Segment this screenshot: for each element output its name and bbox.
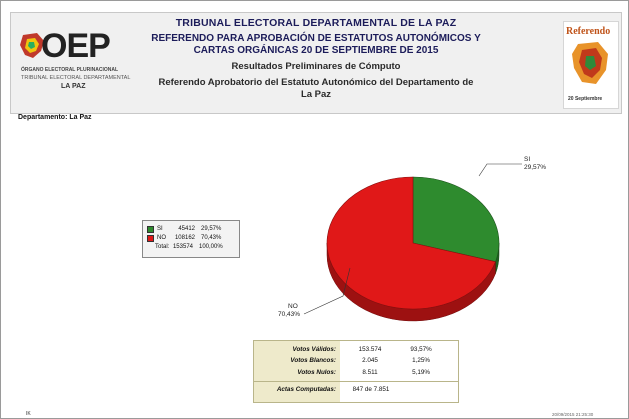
summary-separator (253, 381, 459, 382)
statute-title-2: La Paz (300, 89, 332, 100)
oep-logo-department: LA PAZ (61, 83, 86, 90)
oep-logo-text: OEP (41, 27, 111, 65)
summary-pct: 5,19% (412, 369, 430, 376)
pie-slice-si (412, 176, 500, 263)
chart-legend: SI 45412 29,57% NO 108162 70,43% Total: … (142, 220, 240, 258)
tribunal-title: TRIBUNAL ELECTORAL DEPARTAMENTAL DE LA P… (175, 17, 457, 29)
slice-label-no-name: NO (288, 303, 298, 310)
bolivia-map-icon (20, 33, 44, 58)
legend-votes: 45412 (178, 226, 195, 232)
legend-total-label: Total: (155, 244, 170, 250)
oep-logo-subtitle: ÓRGANO ELECTORAL PLURINACIONAL (21, 67, 119, 73)
oep-logo: OEP ÓRGANO ELECTORAL PLURINACIONAL TRIBU… (17, 27, 132, 97)
legend-name: NO (157, 235, 166, 241)
actas-value: 847 de 7.851 (352, 386, 390, 393)
referendo-logo-date: 20 Septiembre (568, 96, 603, 102)
referendum-title-1: REFERENDO PARA APROBACIÓN DE ESTATUTOS A… (151, 33, 481, 44)
slice-label-si-name: SI (524, 156, 531, 163)
summary-value: 8.511 (362, 369, 378, 376)
summary-values-panel (340, 340, 459, 403)
report-titles: TRIBUNAL ELECTORAL DEPARTAMENTAL DE LA P… (141, 13, 491, 101)
actas-label: Actas Computadas: (276, 386, 336, 393)
report-header: OEP ÓRGANO ELECTORAL PLURINACIONAL TRIBU… (10, 12, 622, 114)
legend-row-si: SI 45412 29,57% (147, 225, 221, 233)
referendum-title-2: CARTAS ORGÁNICAS 20 DE SEPTIEMBRE DE 201… (193, 45, 439, 56)
summary-value: 2.045 (362, 357, 378, 364)
referendo-map-icon (572, 42, 608, 84)
legend-pct: 70,43% (201, 235, 222, 241)
legend-total-votes: 153574 (172, 244, 193, 250)
summary-table: Votos Válidos: 153.574 93,57% Votos Blan… (252, 340, 628, 402)
department-label: Departamento: La Paz (18, 114, 92, 121)
summary-label: Votos Blancos: (290, 357, 336, 364)
slice-label-no-pct: 70,43% (278, 311, 301, 318)
legend-row-no: NO 108162 70,43% (147, 234, 221, 242)
summary-value: 153.574 (358, 346, 382, 353)
summary-row-blancos: Votos Blancos: 2.045 1,25% (252, 357, 622, 368)
results-subtitle: Resultados Preliminares de Cómputo (231, 61, 401, 72)
footer-user: IK (26, 411, 31, 417)
referendo-logo: Referendo 20 Septiembre (563, 21, 619, 109)
summary-pct: 1,25% (412, 357, 430, 364)
summary-label: Votos Nulos: (297, 369, 336, 376)
summary-row-validos: Votos Válidos: 153.574 93,57% (252, 346, 622, 357)
legend-total-pct: 100,00% (199, 244, 223, 250)
leader-line-no (303, 267, 351, 315)
legend-votes: 108162 (174, 235, 195, 241)
slice-label-si-pct: 29,57% (524, 164, 547, 171)
summary-row-nulos: Votos Nulos: 8.511 5,19% (252, 369, 622, 380)
oep-logo-tribunal: TRIBUNAL ELECTORAL DEPARTAMENTAL (21, 75, 131, 81)
legend-pct: 29,57% (201, 226, 222, 232)
referendo-logo-word: Referendo (566, 26, 611, 37)
summary-label: Votos Válidos: (292, 346, 336, 353)
leader-line-si (478, 163, 522, 177)
legend-row-total: Total: 153574 100,00% (147, 243, 223, 251)
pie-slice-no (326, 176, 496, 310)
summary-row-actas: Actas Computadas: 847 de 7.851 (252, 386, 622, 397)
statute-title-1: Referendo Aprobatorio del Estatuto Auton… (158, 77, 474, 88)
legend-swatch-no (147, 234, 154, 242)
slice-label-si: SI 29,57% (524, 156, 546, 172)
footer-timestamp: 20/09/2015 21:25:30 (552, 412, 594, 417)
summary-pct: 93,57% (410, 346, 432, 353)
legend-swatch-si (147, 225, 154, 233)
legend-name: SI (157, 226, 163, 232)
slice-label-no: NO 70,43% (278, 303, 300, 319)
